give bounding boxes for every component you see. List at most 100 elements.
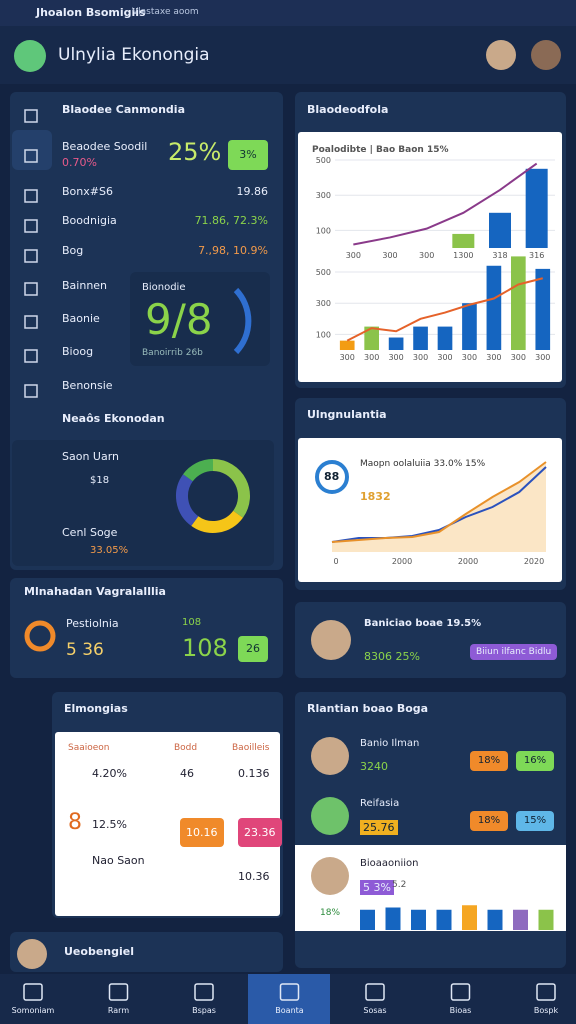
x-tick-label: 300 [340, 353, 355, 362]
action-button[interactable]: Biiun ilfanc Bidlu [470, 644, 558, 660]
person-name: Reifasia [360, 798, 400, 809]
row-badge: 3% [228, 140, 268, 170]
menu-item[interactable]: Baonie [62, 312, 100, 325]
avatar[interactable] [486, 40, 516, 70]
sidebar-icon [24, 282, 38, 296]
person-badge: 16% [516, 751, 554, 771]
person-name: Bioaaoniion [360, 858, 419, 869]
table-cell: Nao Saon [92, 854, 145, 867]
panel-title: Elmongias [64, 702, 128, 715]
y-tick-label: 500 [316, 268, 331, 277]
growth-badge: 88 [324, 470, 340, 483]
bar [525, 168, 548, 248]
person-badge: 18% [470, 751, 508, 771]
table-cell: 0.136 [238, 767, 270, 780]
donut-segment [191, 510, 243, 533]
panel-title: Blaodee Canmondia [62, 103, 186, 116]
y-tick-label: 500 [316, 156, 331, 165]
person-badge: 18% [470, 811, 508, 831]
profile-name: Baniciao boae 19.5% [364, 618, 482, 629]
table-header: Bodd [174, 743, 198, 753]
status-bar [0, 0, 576, 26]
progress-big: 108 [182, 634, 228, 662]
row-label: Boodnigia [62, 214, 117, 227]
nav-icon [365, 983, 385, 1001]
nav-label[interactable]: Bspas [192, 1006, 216, 1015]
person-name: Banio Ilman [360, 738, 420, 749]
x-tick-label: 300 [382, 251, 397, 260]
gauge-arc [233, 287, 252, 355]
x-tick-label: 300 [462, 353, 477, 362]
bar [486, 265, 502, 350]
x-tick-label: 300 [364, 353, 379, 362]
person-badge: 15% [516, 811, 554, 831]
row-label: Bonx#S6 [62, 185, 113, 198]
avatar [311, 797, 349, 835]
bar [538, 909, 554, 930]
sidebar-icon [24, 349, 38, 363]
x-tick-label: 318 [492, 251, 507, 260]
x-tick-label: 0 [333, 557, 338, 566]
item-label: Cenl Soge [62, 526, 118, 539]
x-tick-label: 300 [535, 353, 550, 362]
nav-label[interactable]: Boanta [275, 1006, 304, 1015]
line-series [331, 466, 547, 543]
person-value: 5 3% [360, 880, 394, 895]
sidebar-icon [24, 189, 38, 203]
y-tick-label: 300 [316, 299, 331, 308]
menu-item[interactable]: Bioog [62, 345, 94, 358]
chart-legend: Maopn oolaluiia 33.0% 15% [360, 459, 486, 469]
menu-item[interactable]: Bainnen [62, 279, 108, 292]
y-tick-label: 100 [316, 226, 331, 235]
x-tick-label: 300 [419, 251, 434, 260]
app-title: Ulnylia Ekonongia [58, 45, 210, 65]
bar [489, 212, 511, 248]
bar [436, 909, 452, 930]
bar [462, 905, 477, 930]
row-value: 7.,98, 10.9% [198, 244, 268, 257]
x-tick-label: 300 [413, 353, 428, 362]
item-value: $18 [90, 475, 110, 486]
person-badge: 5.2 [392, 880, 407, 890]
line-series [346, 277, 544, 342]
nav-label[interactable]: Bospk [533, 1006, 559, 1015]
bar [513, 909, 528, 930]
nav-active [248, 974, 330, 1024]
avatar [17, 939, 47, 969]
person-value: 25.76 [360, 820, 398, 835]
item-label: Saon Uarn [62, 450, 120, 463]
app-header [0, 26, 576, 84]
x-tick-label: 300 [437, 353, 452, 362]
status-subtitle: Vlastaxe aoom [132, 7, 199, 17]
table-cell: 12.5% [92, 818, 127, 831]
gauge-caption: Banoirrib 26b [142, 348, 203, 358]
nav-label[interactable]: Somoniam [11, 1006, 55, 1015]
table-header: Baoilleis [232, 743, 270, 753]
avatar[interactable] [531, 40, 561, 70]
mix-card [12, 440, 274, 566]
gauge-label: Bionodie [142, 282, 186, 293]
nav-label[interactable]: Rarm [107, 1006, 130, 1015]
bar [411, 909, 426, 930]
panel-title: Ulngnulantia [307, 408, 387, 421]
bar [487, 909, 503, 930]
menu-item[interactable]: Benonsie [62, 379, 113, 392]
panel-title: Rlantian boao Boga [307, 702, 429, 715]
nav-icon [23, 983, 43, 1001]
sidebar-icon [24, 149, 38, 163]
progress-value: 5 36 [66, 640, 104, 660]
table-cell: 46 [180, 767, 194, 780]
panel-title: Ueobengiel [64, 945, 134, 958]
table-header: Saaioeon [68, 743, 110, 753]
row-value: 71.86, 72.3% [194, 214, 268, 227]
bar [413, 326, 428, 350]
nav-label[interactable]: Bioas [449, 1006, 472, 1015]
nav-label[interactable]: Sosas [363, 1006, 387, 1015]
progress-panel [10, 578, 283, 678]
donut-segment [183, 459, 214, 482]
gauge-value: 9/8 [145, 295, 213, 344]
donut-segment [176, 474, 199, 526]
panel-title: Neaôs Ekonodan [62, 412, 165, 425]
line-series [353, 162, 538, 246]
